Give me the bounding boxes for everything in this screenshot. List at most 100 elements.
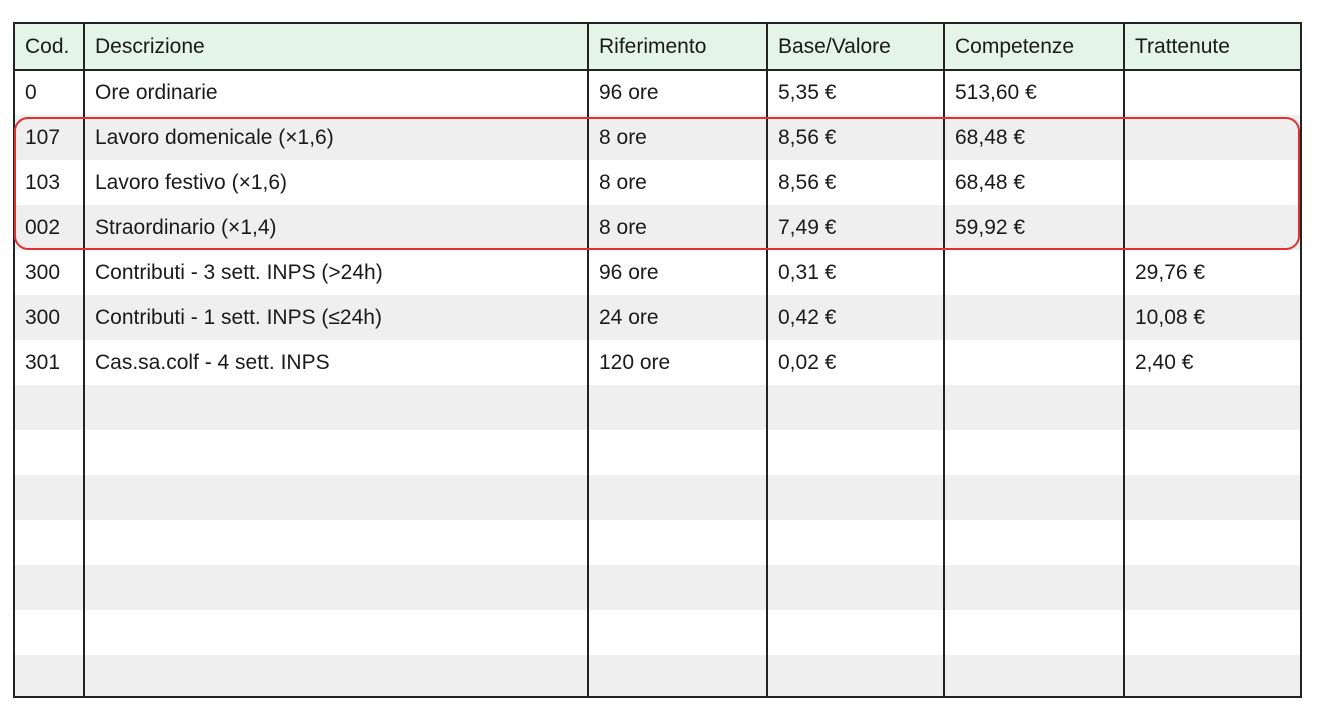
cell-competenze: 68,48 € [944,115,1125,160]
cell-base [767,610,945,655]
cell-riferimento: 120 ore [588,340,768,385]
cell-competenze [944,655,1125,696]
cell-riferimento: 96 ore [588,250,768,295]
cell-competenze [944,250,1125,295]
table-row: 107 Lavoro domenicale (×1,6) 8 ore 8,56 €68… [15,115,1300,160]
cell-cod [15,430,85,475]
table-row: 0 Ore ordinarie 96 ore 5,35 €513,60 € [15,70,1300,115]
cell-base [767,565,945,610]
cell-cod [15,385,85,430]
cell-descrizione: Contributi - 3 sett. INPS (>24h) [84,250,589,295]
cell-descrizione: Lavoro festivo (×1,6) [84,160,589,205]
table-row [15,475,1300,520]
cell-base: 5,35 € [767,70,945,115]
cell-trattenute [1124,610,1300,655]
cell-base: 7,49 € [767,205,945,250]
cell-competenze [944,385,1125,430]
table-row: 300 Contributi - 3 sett. INPS (>24h) 96 or… [15,250,1300,295]
table-row [15,520,1300,565]
cell-base [767,385,945,430]
header-riferimento: Riferimento [588,24,768,71]
cell-cod: 002 [15,205,85,250]
cell-competenze [944,475,1125,520]
table-row: 002 Straordinario (×1,4) 8 ore 7,49 €59,92 … [15,205,1300,250]
cell-base: 8,56 € [767,115,945,160]
cell-base: 0,02 € [767,340,945,385]
cell-descrizione [84,385,589,430]
header-base-valore: Base/Valore [767,24,945,71]
payroll-table-container: Cod. Descrizione Riferimento Base/Valore… [13,22,1302,698]
cell-competenze [944,610,1125,655]
cell-competenze [944,430,1125,475]
cell-trattenute: 10,08 € [1135,305,1206,329]
cell-riferimento: 24 ore [588,295,768,340]
cell-descrizione: Cas.sa.colf - 4 sett. INPS [84,340,589,385]
cell-trattenute [1124,205,1300,250]
cell-cod: 300 [15,250,85,295]
cell-riferimento [588,385,768,430]
cell-cod: 300 [15,295,85,340]
cell-base [767,430,945,475]
cell-descrizione: Contributi - 1 sett. INPS (≤24h) [84,295,589,340]
cell-trattenute [1124,115,1300,160]
cell-riferimento [588,610,768,655]
table-row [15,385,1300,430]
cell-base [767,655,945,696]
cell-trattenute: 29,76 € [1135,260,1206,284]
cell-descrizione [84,520,589,565]
table-row [15,610,1300,655]
cell-riferimento [588,520,768,565]
cell-riferimento: 8 ore [588,205,768,250]
cell-competenze [944,340,1125,385]
cell-cod [15,655,85,696]
cell-cod [15,565,85,610]
cell-cod: 301 [15,340,85,385]
cell-competenze [944,565,1125,610]
cell-riferimento [588,565,768,610]
cell-competenze: 68,48 € [944,160,1125,205]
cell-base: 0,31 € [767,250,945,295]
cell-trattenute [1124,655,1300,696]
cell-riferimento [588,430,768,475]
cell-base: 8,56 € [767,160,945,205]
cell-riferimento: 8 ore [588,160,768,205]
cell-trattenute [1124,475,1300,520]
table-body: 0 Ore ordinarie 96 ore 5,35 €513,60 €107 Lav… [15,70,1300,696]
table-row [15,655,1300,696]
cell-descrizione [84,610,589,655]
cell-trattenute [1124,565,1300,610]
cell-trattenute: 2,40 € [1135,350,1194,374]
cell-descrizione [84,475,589,520]
header-descrizione: Descrizione [84,24,589,71]
cell-riferimento: 96 ore [588,70,768,115]
table-row: 300 Contributi - 1 sett. INPS (≤24h) 24 or… [15,295,1300,340]
cell-trattenute [1124,160,1300,205]
cell-cod [15,475,85,520]
cell-descrizione [84,655,589,696]
cell-cod: 103 [15,160,85,205]
cell-descrizione [84,430,589,475]
header-trattenute: Trattenute [1124,24,1300,71]
cell-trattenute [1124,385,1300,430]
cell-riferimento: 8 ore [588,115,768,160]
cell-cod [15,520,85,565]
header-cod: Cod. [15,24,85,71]
table-row [15,565,1300,610]
header-competenze: Competenze [944,24,1125,71]
cell-competenze: 59,92 € [944,205,1125,250]
table-row [15,430,1300,475]
cell-base [767,475,945,520]
cell-trattenute [1124,430,1300,475]
payroll-table: Cod. Descrizione Riferimento Base/Valore… [15,24,1300,696]
table-row: 301 Cas.sa.colf - 4 sett. INPS 120 ore 0,02… [15,340,1300,385]
cell-descrizione [84,565,589,610]
cell-descrizione: Ore ordinarie [84,70,589,115]
cell-descrizione: Straordinario (×1,4) [84,205,589,250]
table-row: 103 Lavoro festivo (×1,6) 8 ore 8,56 €68,48… [15,160,1300,205]
cell-descrizione: Lavoro domenicale (×1,6) [84,115,589,160]
table-header-row: Cod. Descrizione Riferimento Base/Valore… [15,24,1300,71]
cell-competenze [944,295,1125,340]
cell-cod [15,610,85,655]
cell-competenze [944,520,1125,565]
cell-riferimento [588,655,768,696]
